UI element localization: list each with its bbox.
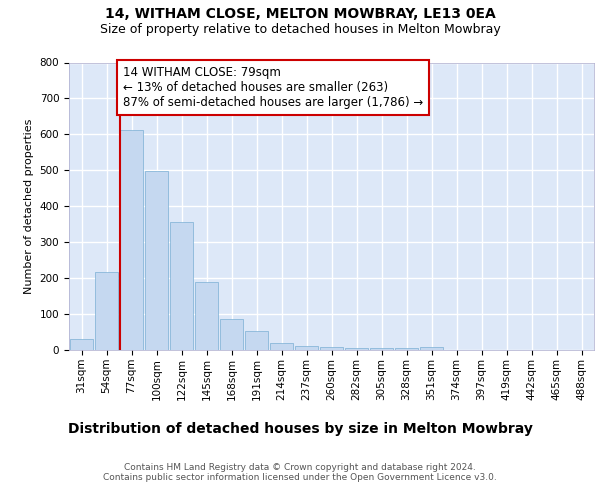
Bar	[370, 348, 393, 350]
Bar	[195, 282, 218, 350]
Bar	[145, 171, 168, 350]
Bar	[220, 320, 243, 350]
Text: Distribution of detached houses by size in Melton Mowbray: Distribution of detached houses by size …	[68, 422, 532, 436]
Text: Contains HM Land Registry data © Crown copyright and database right 2024.
Contai: Contains HM Land Registry data © Crown c…	[103, 462, 497, 482]
Text: 14 WITHAM CLOSE: 79sqm
← 13% of detached houses are smaller (263)
87% of semi-de: 14 WITHAM CLOSE: 79sqm ← 13% of detached…	[123, 66, 423, 109]
Bar	[320, 348, 343, 350]
Bar	[170, 222, 193, 350]
Bar	[95, 272, 118, 350]
Text: 14, WITHAM CLOSE, MELTON MOWBRAY, LE13 0EA: 14, WITHAM CLOSE, MELTON MOWBRAY, LE13 0…	[104, 8, 496, 22]
Bar	[245, 332, 268, 350]
Bar	[270, 343, 293, 350]
Bar	[395, 348, 418, 350]
Bar	[295, 346, 318, 350]
Bar	[420, 348, 443, 350]
Y-axis label: Number of detached properties: Number of detached properties	[24, 118, 34, 294]
Bar	[120, 130, 143, 350]
Bar	[70, 339, 93, 350]
Bar	[345, 348, 368, 350]
Text: Size of property relative to detached houses in Melton Mowbray: Size of property relative to detached ho…	[100, 22, 500, 36]
